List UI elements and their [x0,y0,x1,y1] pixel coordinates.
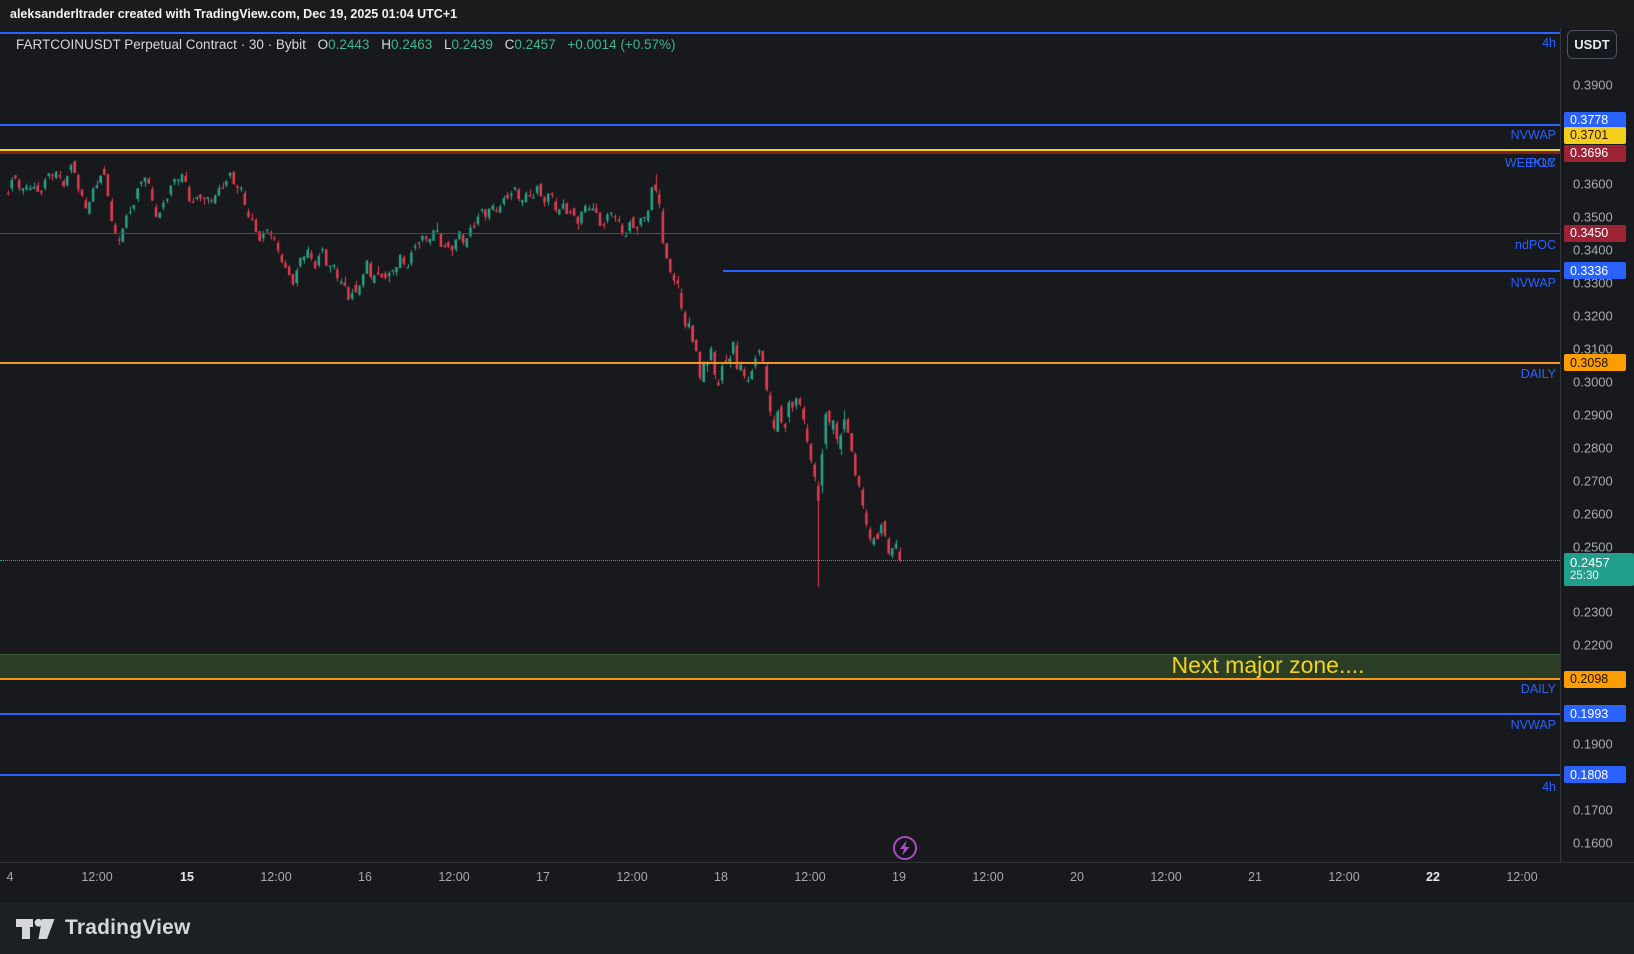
time-axis[interactable]: 4 12:00 15 12:00 16 12:00 17 12:00 18 12:00 19 12:0… [0,862,1634,903]
price-tick: 0.3100 [1573,341,1613,357]
level-line-4h[interactable] [0,773,1560,776]
close-label: C [504,37,515,52]
time-tick: 12:00 [81,870,113,884]
open-value: 0.2443 [328,37,370,52]
price-tick: 0.3900 [1573,77,1613,93]
price-tag-0.1808: 0.1808 [1564,766,1626,784]
time-tick: 12:00 [1328,870,1360,884]
level-label-4h: 4h [1542,36,1556,50]
high-value: 0.2463 [390,37,433,52]
level-label-nvwap: NVWAP [1510,718,1556,732]
price-tag-0.1993: 0.1993 [1564,705,1626,723]
time-tick: 12:00 [1150,870,1182,884]
price-tag-0.3696: 0.3696 [1564,144,1626,162]
time-tick: 12:00 [1506,870,1538,884]
tradingview-logo-icon[interactable] [14,913,56,943]
current-price-line [0,559,1560,561]
tradingview-wordmark[interactable]: TradingView [65,916,191,939]
price-tick: 0.2500 [1573,539,1613,555]
low-value: 0.2439 [451,37,493,52]
price-tag-0.3336: 0.3336 [1564,262,1626,280]
level-label-poc: POC [1528,156,1556,170]
price-tick: 0.1700 [1573,802,1613,818]
attribution-text: aleksanderltrader created with TradingVi… [10,7,458,21]
level-label-ndpoc: ndPOC [1515,238,1556,252]
time-tick: 12:00 [438,870,470,884]
bar-countdown: 25:30 [1570,569,1599,582]
price-tick: 0.2800 [1573,440,1613,456]
level-line-4h[interactable] [0,31,1560,34]
price-tick: 0.3000 [1573,374,1613,390]
price-tick: 0.1600 [1573,835,1613,851]
time-tick: 16 [358,870,372,884]
lightning-icon[interactable] [891,834,919,862]
high-label: H [381,37,391,52]
time-tick: 17 [536,870,550,884]
price-axis[interactable]: USDT 0.3900 0.3600 0.3500 0.3400 0.3300 0.320… [1560,28,1634,862]
price-tick: 0.3500 [1573,209,1613,225]
price-tick: 0.1900 [1573,736,1613,752]
attribution-bar: aleksanderltrader created with TradingVi… [0,0,1634,28]
price-tick: 0.2200 [1573,637,1613,653]
level-line-weekly[interactable] [0,149,1560,153]
current-price-tag: 0.2457 25:30 [1564,552,1634,586]
time-tick: 12:00 [260,870,292,884]
level-line-daily[interactable] [0,361,1560,364]
footer-bar: TradingView [0,902,1634,954]
level-label-4h: 4h [1542,780,1556,794]
price-tag-0.2098: 0.2098 [1564,670,1626,688]
time-tick: 20 [1070,870,1084,884]
time-tick: 12:00 [794,870,826,884]
price-tick: 0.2900 [1573,407,1613,423]
level-line-nvwap[interactable] [0,124,1560,127]
time-tick: 22 [1426,870,1440,884]
price-tag-0.3778: 0.3778 [1564,111,1626,129]
time-tick: 15 [180,870,194,884]
currency-toggle-button[interactable]: USDT [1567,30,1617,59]
time-tick: 18 [714,870,728,884]
level-line-daily[interactable] [0,678,1560,681]
price-tick: 0.2600 [1573,506,1613,522]
time-tick: 21 [1248,870,1262,884]
level-line-poc[interactable] [0,150,1560,154]
time-tick: 12:00 [972,870,1004,884]
symbol-title: FARTCOINUSDT Perpetual Contract · 30 · B… [16,37,306,52]
price-tag-0.3701: 0.3701 [1564,126,1626,144]
price-tag-0.3058: 0.3058 [1564,354,1626,372]
time-tick: 4 [6,870,14,884]
level-label-weekly: WEEKLY [1504,156,1556,170]
price-tick: 0.3300 [1573,275,1613,291]
level-line-nvwap[interactable] [723,269,1560,272]
price-tick: 0.3200 [1573,308,1613,324]
price-tick: 0.3400 [1573,242,1613,258]
support-zone[interactable] [0,653,1560,681]
zone-label: Next major zone.... [1171,651,1365,678]
low-label: L [444,37,452,52]
level-line-ndpoc[interactable] [0,232,1560,235]
price-tick: 0.2700 [1573,473,1613,489]
open-label: O [317,37,329,52]
price-tick: 0.2300 [1573,604,1613,620]
price-tag-0.3450: 0.3450 [1564,224,1626,242]
price-tick: 0.3600 [1573,176,1613,192]
time-tick: 19 [892,870,906,884]
level-label-daily: DAILY [1520,367,1556,381]
candlestick-series[interactable] [0,0,1560,862]
level-line-nvwap[interactable] [0,712,1560,715]
time-tick: 12:00 [616,870,648,884]
current-price-value: 0.2457 [1570,554,1610,570]
level-label-nvwap: NVWAP [1510,128,1556,142]
level-label-nvwap: NVWAP [1510,276,1556,290]
symbol-header[interactable]: FARTCOINUSDT Perpetual Contract · 30 · B… [16,37,676,52]
close-value: 0.2457 [514,37,556,52]
change-value: +0.0014 (+0.57%) [567,37,676,52]
level-label-daily: DAILY [1520,682,1556,696]
